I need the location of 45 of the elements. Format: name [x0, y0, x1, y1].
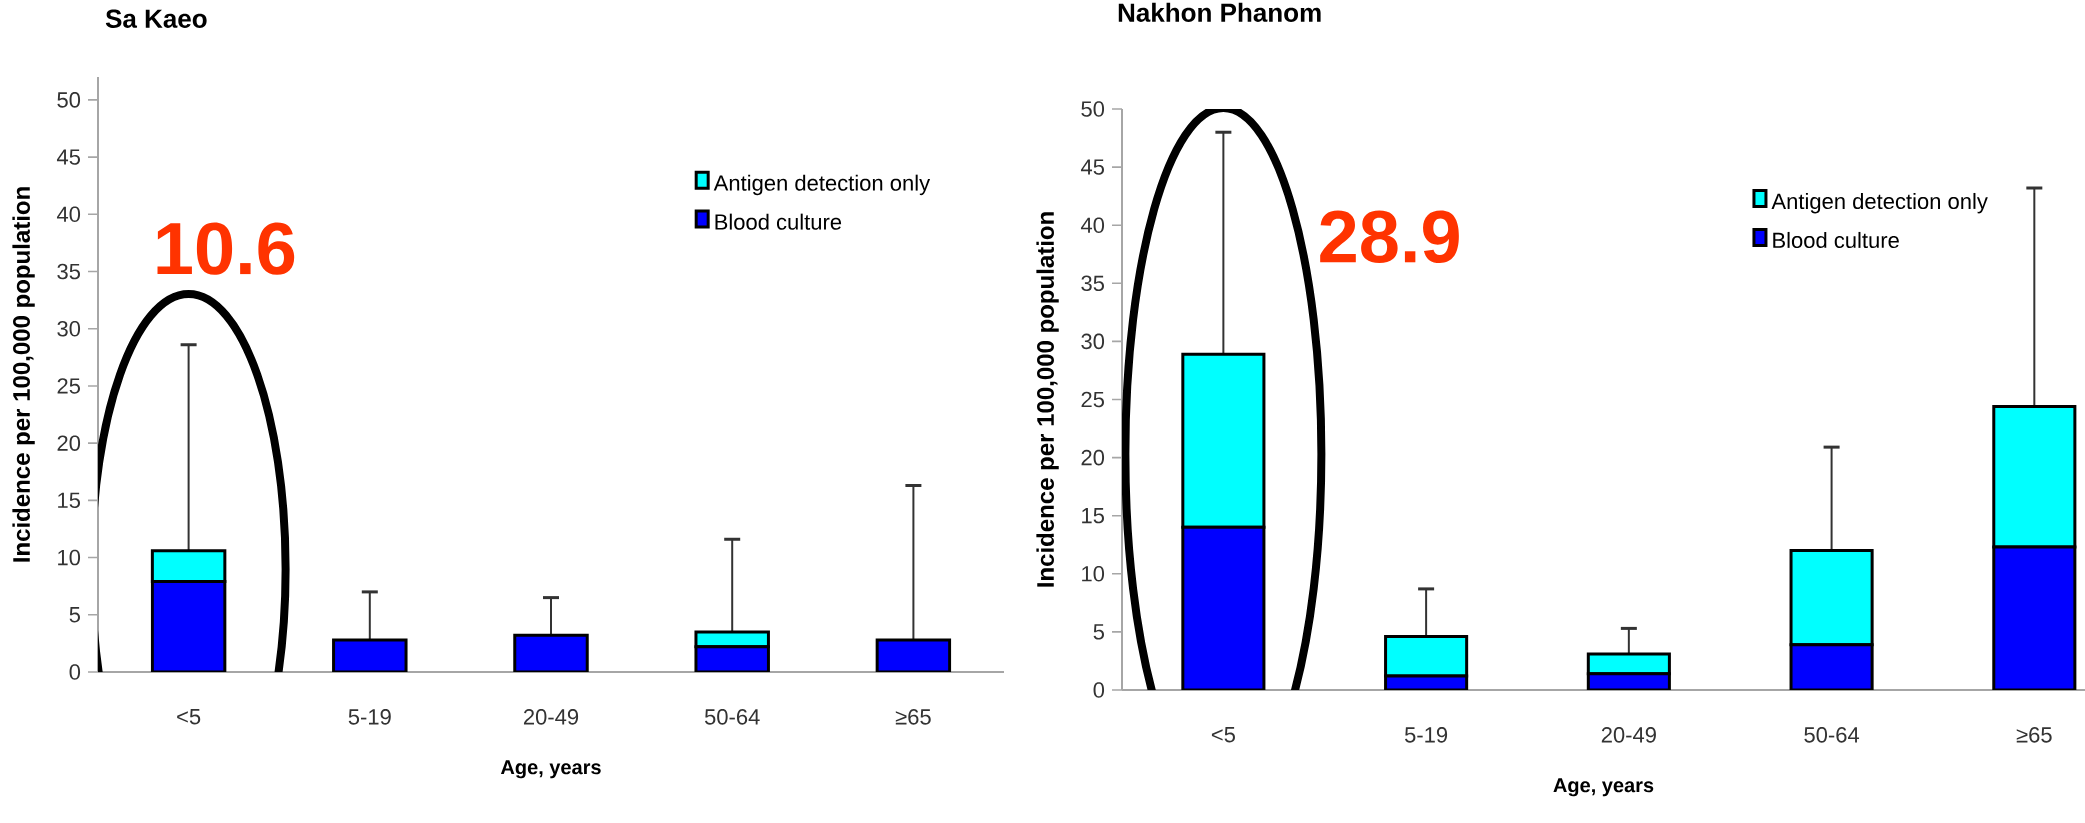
x-axis-title: Age, years [500, 760, 601, 779]
y-tick-label: 35 [1081, 275, 1104, 292]
x-tick-label: 50-64 [1804, 727, 1860, 743]
y-tick-label: 50 [1081, 101, 1105, 117]
chart-title: Sa Kaeo [105, 9, 207, 28]
x-tick-label: ≥65 [895, 709, 931, 725]
y-tick-label: 35 [57, 263, 80, 280]
x-tick-label: 20-49 [523, 709, 579, 725]
y-tick-label: 0 [1093, 682, 1105, 698]
x-tick-label: 5-19 [1404, 727, 1448, 743]
y-tick-label: 30 [1081, 333, 1105, 350]
y-tick-label: 5 [1093, 624, 1104, 640]
x-tick-label: ≥65 [2016, 727, 2052, 743]
legend-label: Blood culture [715, 213, 842, 230]
y-tick-label: 45 [56, 149, 80, 165]
legend-label: Blood culture [1773, 231, 1899, 249]
x-tick-label: 20-49 [1601, 727, 1656, 743]
y-tick-label: 40 [1080, 217, 1105, 233]
y-tick-label: 10 [1082, 566, 1105, 582]
x-tick-label: 5-19 [348, 709, 391, 725]
y-axis-title: Incidence per 100,000 population [12, 187, 35, 562]
y-tick-label: 20 [57, 435, 81, 451]
y-tick-label: 40 [56, 206, 81, 223]
bar [1384, 635, 1469, 678]
y-tick-label: 10 [58, 549, 81, 566]
x-tick-label: <5 [177, 709, 201, 725]
y-tick-label: 25 [1081, 391, 1104, 408]
annotation: 28.9 [1320, 210, 1459, 264]
y-tick-label: 30 [57, 320, 81, 337]
y-tick-label: 20 [1081, 449, 1105, 466]
y-tick-label: 5 [69, 607, 80, 623]
y-tick-label: 0 [69, 664, 81, 680]
annotation: 10.6 [157, 222, 295, 275]
y-tick-label: 15 [1082, 508, 1104, 524]
legend-label: Antigen detection only [713, 174, 931, 196]
chart-title: Nakhon Phanom [1118, 2, 1321, 22]
legend-label: Antigen detection only [1771, 192, 1988, 214]
y-axis-title: Incidence per 100,000 population [1036, 212, 1059, 587]
x-axis-title: Age, years [1553, 778, 1654, 797]
y-tick-label: 50 [57, 92, 81, 108]
y-tick-label: 15 [58, 492, 80, 509]
x-tick-label: 50-64 [704, 709, 760, 725]
x-tick-label: <5 [1211, 727, 1235, 743]
y-tick-label: 45 [1080, 159, 1104, 175]
y-tick-label: 25 [57, 378, 80, 394]
